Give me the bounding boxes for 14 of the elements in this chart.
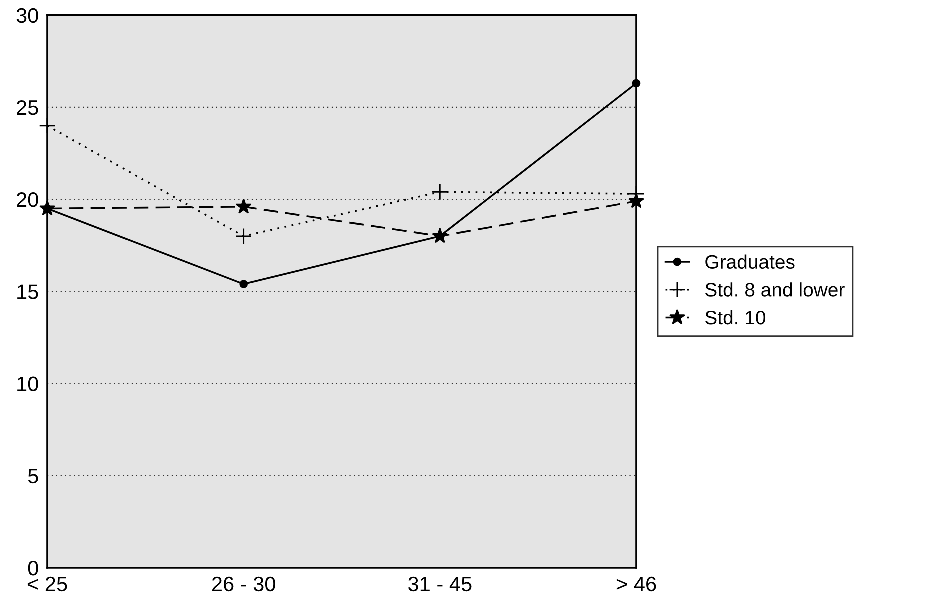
legend-label: Std. 8 and lower — [706, 282, 845, 297]
x-tick-label: 31 - 45 — [408, 576, 472, 592]
y-tick-label: 25 — [17, 100, 38, 116]
x-tick-label: < 25 — [28, 576, 68, 592]
y-tick-label: 0 — [28, 560, 38, 576]
y-tick-label: 30 — [16, 8, 38, 24]
x-tick-label: 26 - 30 — [212, 576, 276, 592]
y-tick-label: 10 — [18, 376, 38, 392]
y-tick-label: 5 — [28, 469, 38, 484]
legend-label: Std. 10 — [706, 310, 766, 325]
x-tick-label: > 46 — [616, 576, 656, 592]
y-tick-label: 20 — [17, 192, 38, 208]
legend-label: Graduates — [706, 254, 795, 270]
y-tick-label: 15 — [18, 284, 38, 300]
